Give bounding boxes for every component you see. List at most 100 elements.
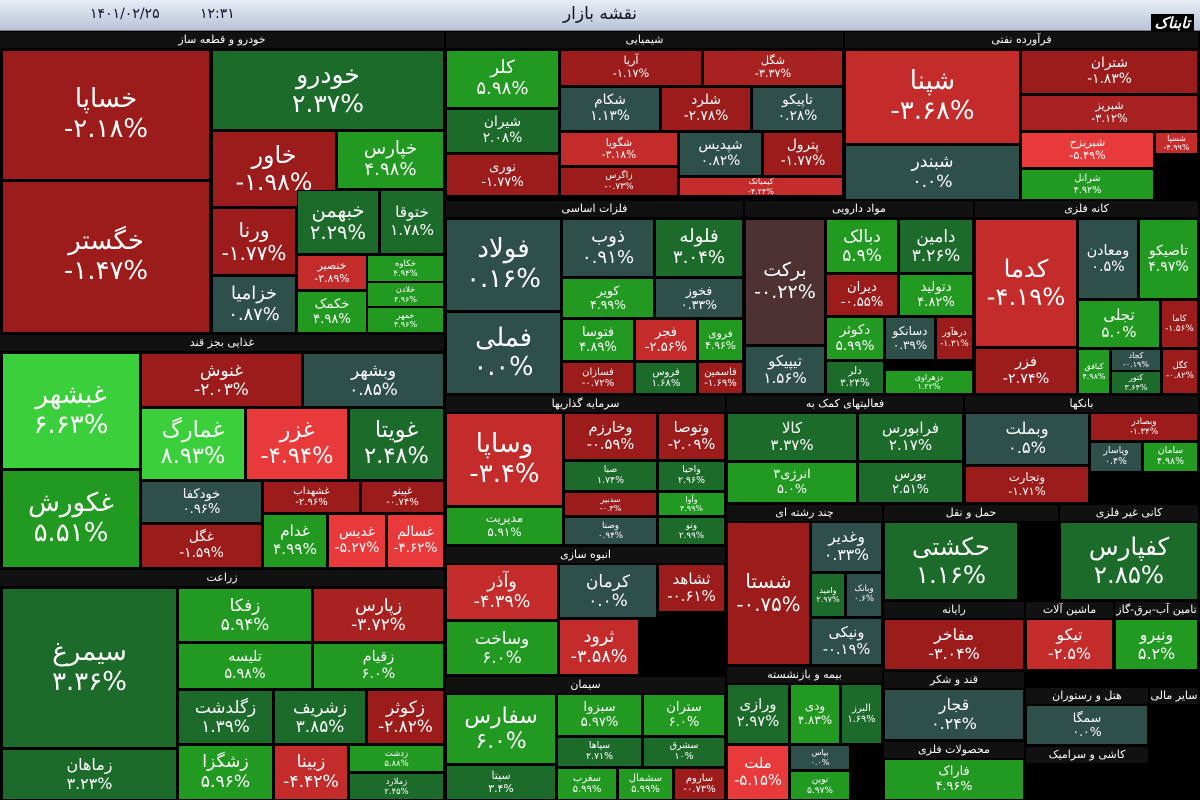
tile-change: -۲.۵۶%: [644, 340, 688, 355]
tile-change: -۱.۷۷%: [780, 153, 826, 169]
tile-change: -۲.۸۲%: [378, 716, 433, 736]
tile-change: -۴.۲۴%: [748, 186, 774, 196]
sector-title: فعالیتهای کمک به: [727, 396, 963, 412]
tile-change: ۴.۹۸%: [1157, 456, 1184, 467]
tile-name: وساخت: [474, 627, 530, 648]
tile: مفاخر -۳.۰۴%: [884, 619, 1024, 670]
tile-name: فاسمین: [704, 366, 737, 378]
tile: خپارس ۴.۹۸%: [337, 131, 444, 189]
tile: دکوثر ۵.۹۹%: [826, 317, 884, 360]
tile: انرژی۳ ۵.۰%: [727, 462, 857, 503]
tile-name: سفارس: [464, 703, 538, 729]
tile: خودرو ۲.۳۷%: [212, 50, 444, 130]
tile-name: وتوصا: [673, 418, 710, 436]
tile: ونیرو ۵.۲%: [1115, 619, 1198, 670]
tile-name: شبریزح: [1069, 136, 1106, 150]
tile-name: دیران: [847, 279, 877, 295]
tile-change: -۲.۷۸%: [683, 108, 729, 124]
tile-name: دسانکو: [892, 323, 928, 338]
tile: زملارد ۲.۴۵%: [349, 773, 444, 800]
tile-name: وبصادر: [1131, 416, 1157, 427]
tile-name: خاور: [251, 140, 297, 169]
tile: وپاسار ۰.۴%: [1090, 442, 1142, 472]
tile-change: -۰.۷۴%: [386, 497, 419, 508]
tile-name: تیپیکو: [768, 351, 802, 370]
tile-change: -۱.۸۳%: [1087, 71, 1132, 87]
tile: غمارگ ۸.۹۳%: [141, 408, 245, 480]
tile-change: ۱.۳۹%: [201, 716, 250, 736]
tile: سشمال ۵.۹۹%: [618, 768, 673, 800]
tile-name: دزهراوی: [914, 372, 944, 382]
tile: البرز ۱.۶۹%: [841, 684, 882, 744]
tile-change: -۲.۷۴%: [1002, 371, 1050, 387]
tile-change: -۰.۳%: [599, 504, 622, 513]
tile: ورازی ۲.۹۷%: [727, 684, 789, 744]
tile-change: ۰.۸۷%: [228, 303, 280, 325]
tile: ومعادن ۰.۵%: [1078, 219, 1138, 299]
tile-name: زدشت: [384, 747, 409, 758]
tile-name: ونیرو: [1139, 625, 1174, 645]
tile-name: خبهمن: [311, 198, 365, 222]
tile-name: دکوثر: [839, 323, 871, 339]
tile: فروس ۱.۶۸%: [635, 362, 697, 394]
tile-name: وآوا: [685, 494, 698, 504]
tile-change: ۵.۸۸%: [384, 757, 409, 768]
tile-change: ۲.۱۷%: [888, 436, 933, 454]
tile: خساپا -۲.۱۸%: [2, 50, 210, 180]
tile-name: غویتا: [374, 417, 419, 444]
tile-name: غمارگ: [161, 417, 225, 444]
tile-change: ۴.۸۲%: [917, 295, 955, 310]
tile-name: کیمیاتک: [748, 177, 774, 187]
tile-name: ذوب: [591, 226, 625, 248]
tile-name: کجاد: [1128, 350, 1144, 360]
tile-change: -۴.۱۹%: [986, 282, 1066, 311]
tile: فسازان -۰.۷۲%: [562, 362, 634, 394]
tile-change: ۰.۶%: [853, 594, 875, 604]
tile: کرمان ۰.۰%: [559, 564, 657, 618]
tile-name: زقیام: [362, 649, 395, 666]
tile: وتجارت -۱.۷۱%: [965, 466, 1089, 503]
tile-name: سدبیر: [600, 494, 621, 504]
tile: خمهر ۴.۹۶%: [367, 307, 444, 333]
tile-change: ۴.۹۹%: [273, 540, 317, 558]
tile-change: -۴.۴۲%: [283, 771, 339, 792]
tile: کبافق ۴.۹۸%: [1078, 349, 1110, 394]
tile-change: -۴.۹۴%: [260, 443, 334, 469]
tile: وتو ۲.۹۹%: [658, 517, 725, 545]
tile-change: -۲.۱۸%: [63, 114, 149, 144]
tile-change: ۵.۹۹%: [835, 338, 875, 354]
tile-name: کلر: [490, 57, 515, 79]
tile-name: ساروم: [685, 772, 714, 784]
sector-title: قند و شکر: [884, 672, 1024, 688]
tile-name: خزامیا: [230, 283, 278, 305]
tile-change: -۱.۴۷%: [63, 256, 149, 286]
tile-change: ۱.۲۲%: [917, 382, 941, 391]
tile-name: وپاسار: [1103, 445, 1129, 457]
tile: بورس ۲.۵۱%: [858, 462, 963, 503]
tile-change: ۲.۸۵%: [1093, 560, 1165, 589]
tile: غزر -۴.۹۴%: [246, 408, 348, 480]
tile-change: ۲.۹۹%: [678, 531, 705, 541]
tile-change: ۶.۰%: [482, 647, 522, 667]
tile-change: ۵.۰%: [1101, 323, 1137, 341]
tile-name: ومعادن: [1086, 242, 1130, 259]
sector: سایر مالی: [1150, 688, 1198, 800]
tile-name: کبافق: [1084, 362, 1104, 372]
tile-change: ۴.۹۷%: [1148, 259, 1189, 275]
tile-name: وساپا: [475, 428, 534, 459]
tile-name: نوری: [488, 159, 516, 175]
tile-change: ۲.۳۷%: [292, 89, 364, 118]
tile: سدبیر -۰.۳%: [564, 492, 657, 516]
tile: دامین ۳.۲۶%: [899, 219, 973, 273]
tile: فتوسا ۴.۸۹%: [562, 319, 634, 361]
tile: کویر ۴.۹۹%: [562, 278, 654, 318]
tile-name: شلرد: [691, 92, 721, 109]
tile-change: -۱.۱۷%: [612, 67, 650, 80]
tile: سغرب ۵.۹۹%: [557, 768, 617, 800]
tile-name: کدما: [1003, 254, 1049, 284]
tile-name: ونیکی: [828, 623, 865, 641]
tile: خنصیر -۲.۸۹%: [297, 255, 367, 290]
tile: شگل -۳.۳۷%: [703, 50, 843, 86]
tile-change: ۴.۸۳%: [797, 713, 833, 727]
